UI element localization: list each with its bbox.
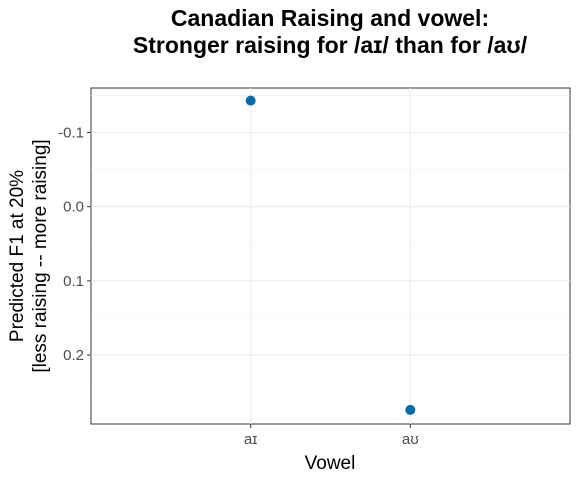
x-tick-label: aʊ	[402, 431, 419, 448]
y-tick-label: 0.0	[63, 199, 84, 216]
major-gridlines	[91, 88, 570, 424]
x-tick-label: aɪ	[244, 431, 258, 448]
y-tick-label: 0.2	[63, 347, 84, 364]
data-point-0	[245, 95, 256, 106]
y-tick-label: -0.1	[58, 125, 84, 142]
chart-title-line-2: Stronger raising for /aɪ/ than for /aʊ/	[133, 32, 528, 58]
y-axis-title-line-1: Predicted F1 at 20%	[7, 170, 28, 342]
chart-title-line-1: Canadian Raising and vowel:	[171, 5, 489, 31]
minor-gridlines	[91, 95, 570, 393]
data-point-1	[405, 404, 416, 415]
plot-panel	[90, 87, 571, 425]
y-tick-label: 0.1	[63, 273, 84, 290]
y-axis-title-line-2: [less raising -- more raising]	[30, 139, 51, 372]
x-axis-title: Vowel	[305, 453, 356, 474]
x-axis: aɪ aʊ	[244, 424, 419, 448]
y-axis: -0.1 0.0 0.1 0.2	[58, 125, 91, 364]
data-points	[245, 95, 416, 415]
